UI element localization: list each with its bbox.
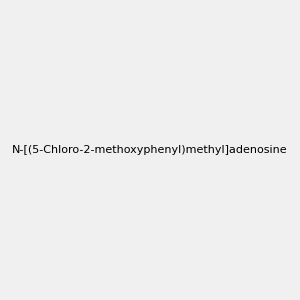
Text: N-[(5-Chloro-2-methoxyphenyl)methyl]adenosine: N-[(5-Chloro-2-methoxyphenyl)methyl]aden… <box>12 145 288 155</box>
